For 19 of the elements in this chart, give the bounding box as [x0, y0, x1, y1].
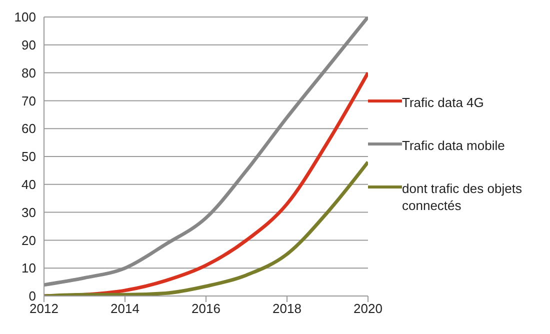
y-tick-label: 30	[22, 204, 36, 220]
y-tick-label: 40	[22, 177, 36, 192]
y-tick-label: 10	[22, 260, 36, 276]
y-tick-label: 100	[14, 10, 36, 25]
x-tick-label: 2016	[192, 301, 220, 316]
y-tick-label: 50	[22, 149, 36, 164]
legend-label: Trafic data 4G	[402, 94, 484, 111]
x-tick-label: 2020	[354, 301, 382, 316]
x-tick-label: 2018	[272, 301, 302, 316]
x-tick-label: 2012	[30, 301, 58, 316]
legend-label: Trafic data mobile	[402, 137, 505, 154]
y-tick-label: 0	[28, 288, 36, 304]
y-tick-label: 80	[22, 65, 36, 80]
legend-label: dont trafic des objets connectés	[402, 180, 523, 214]
y-tick-label: 90	[22, 38, 36, 53]
x-tick-label: 2014	[110, 301, 140, 316]
y-tick-label: 20	[22, 232, 36, 248]
y-tick-label: 70	[22, 93, 36, 108]
y-tick-label: 60	[22, 121, 36, 136]
